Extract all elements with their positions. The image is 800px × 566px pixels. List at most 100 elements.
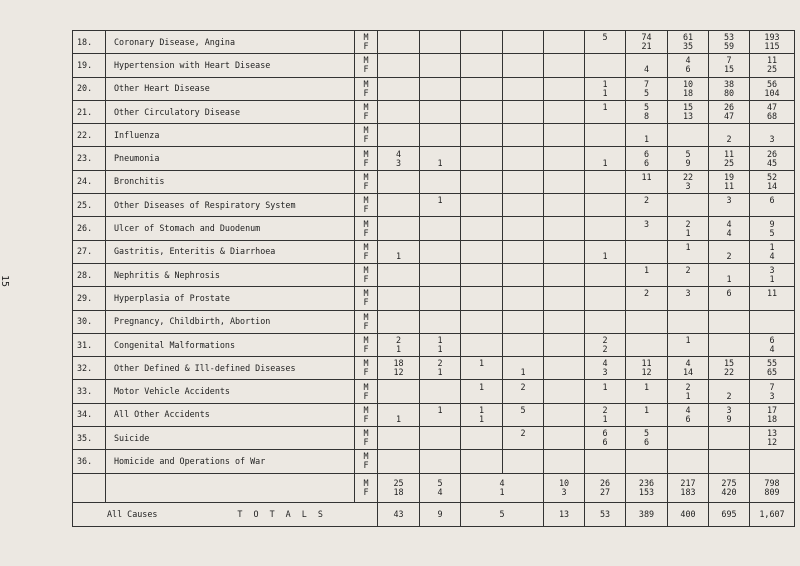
female-value (710, 438, 749, 447)
table-cell (377, 379, 420, 404)
male-value: 2 (602, 335, 608, 345)
female-value (545, 415, 584, 424)
male-value: 74 (641, 32, 652, 43)
male-value: 6 (643, 148, 650, 159)
female-value (379, 298, 419, 307)
table-cell (377, 449, 420, 474)
female-value (504, 229, 543, 238)
female-value (504, 159, 543, 168)
table-cell: 11 (625, 169, 668, 195)
table-row: 33. Motor Vehicle Accidents M F 1 2 1 1 2 1 2 7 3 (72, 379, 795, 404)
male-value (586, 313, 625, 322)
female-value (627, 252, 667, 261)
table-row: 34. All Other Accidents M F 1 1 1 1 5 2 1 1 4 6 3 9 17 18 (72, 402, 795, 428)
table-row: 20. Other Heart Disease M F 1 1 7 5 10 18 38 80 56 10… (72, 76, 795, 101)
male-value: 2 (602, 404, 608, 415)
row-number: 26. (72, 216, 106, 241)
table-cell (543, 99, 585, 125)
table-row: 21. Other Circulatory Disease M F 1 5 8 15 13 26 4… (72, 99, 795, 125)
sex-m: M (363, 265, 369, 276)
table-cell: 5 (502, 402, 544, 428)
table-cell: 1 (625, 123, 668, 148)
table-row: 18. Coronary Disease, Angina M F 5 74 21 61 35 53… (72, 29, 795, 55)
sex-m: M (363, 32, 369, 43)
male-value: 17 (766, 404, 778, 415)
female-value: 80 (723, 87, 735, 98)
row-number: 24. (72, 169, 106, 195)
table-cell: 6 (708, 286, 750, 311)
female-value (586, 298, 625, 307)
sex-f: F (363, 227, 369, 238)
table-cell (460, 449, 503, 474)
female-value (421, 392, 460, 401)
table-cell (419, 169, 461, 195)
male-value: 4 (395, 148, 402, 159)
male-value (379, 313, 419, 322)
male-value: 1 (478, 404, 485, 415)
table-cell (543, 29, 585, 55)
sex-f: F (363, 250, 369, 261)
male-value: 4 (685, 404, 691, 415)
female-value (379, 438, 419, 447)
male-value: 1 (643, 265, 650, 276)
row-number: 36. (72, 449, 106, 474)
cause-of-death: Pneumonia (105, 146, 355, 171)
table-row: 24. Bronchitis M F 11 22 3 19 11 52 14 (72, 169, 795, 195)
female-value (421, 229, 460, 238)
female-value (545, 205, 584, 214)
page-number: 15 (0, 275, 10, 288)
male-value: 4 (602, 358, 608, 369)
table-cell (543, 332, 585, 358)
male-value (379, 220, 419, 229)
table-cell: 2 (625, 286, 668, 311)
female-value: 59 (723, 41, 735, 52)
table-cell (460, 99, 503, 125)
male-value: 11 (641, 171, 652, 182)
male-value (669, 313, 708, 322)
table-row: 26. Ulcer of Stomach and Duodenum M F 3 2 1 4 4 9… (72, 216, 795, 241)
table-cell (708, 309, 750, 334)
male-value (545, 150, 584, 159)
female-value: 1 (437, 367, 443, 378)
sex-m: M (363, 335, 369, 345)
sex-m: M (363, 288, 369, 299)
sex-f: F (363, 204, 369, 215)
table-cell: 18 12 (377, 356, 420, 381)
male-value: 6 (726, 288, 732, 299)
male-value (627, 452, 667, 461)
female-value (379, 42, 419, 51)
table-cell (584, 309, 626, 334)
female-value (462, 438, 502, 447)
male-value: 1 (769, 241, 775, 252)
male-value (751, 313, 794, 322)
totals-cell: 217 183 (667, 472, 709, 503)
sex-f: F (363, 320, 369, 331)
male-total: 275 (721, 477, 737, 488)
sex-m: M (363, 78, 369, 89)
female-value (545, 229, 584, 238)
table-cell (460, 426, 503, 451)
table-cell (584, 286, 626, 311)
male-value (462, 336, 502, 345)
female-value (545, 461, 584, 470)
table-cell: 3 (625, 216, 668, 241)
female-value (586, 205, 625, 214)
male-value (379, 429, 419, 438)
table-cell (543, 239, 585, 264)
female-value (379, 89, 419, 98)
sex-f: F (363, 134, 369, 145)
female-value (545, 112, 584, 121)
female-value (586, 65, 625, 74)
female-value: 1 (602, 87, 608, 98)
table-row: 28. Nephritis & Nephrosis M F 1 2 1 3 1 (72, 262, 795, 288)
male-value (379, 33, 419, 42)
female-value: 4 (769, 250, 775, 261)
male-value: 9 (769, 218, 775, 229)
table-cell (419, 123, 461, 148)
